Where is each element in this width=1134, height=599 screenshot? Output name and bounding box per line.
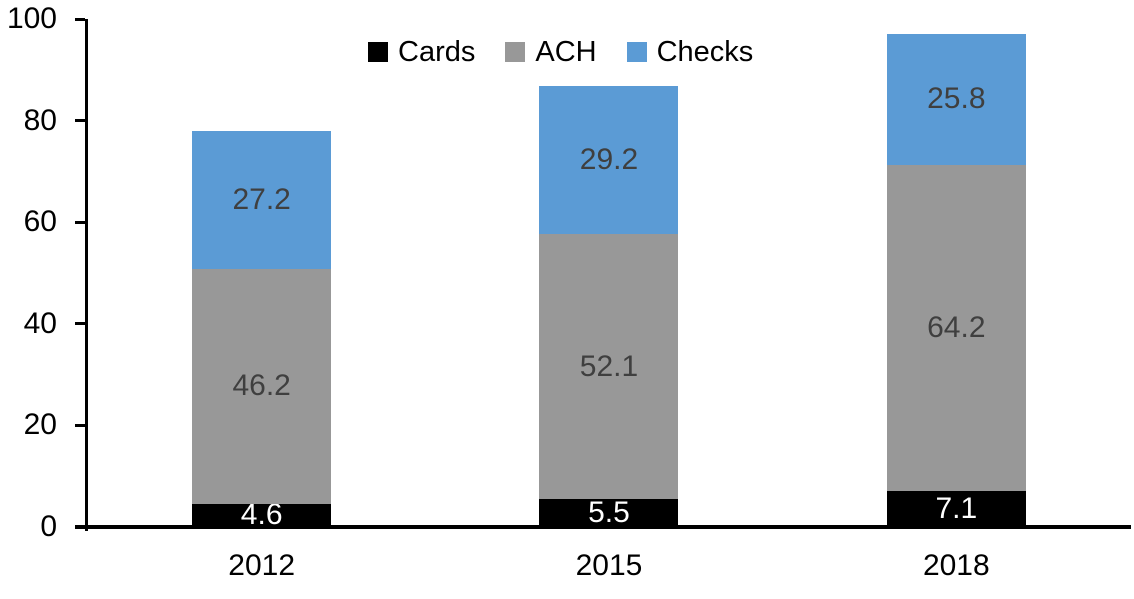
y-axis-tick [75,322,85,326]
legend-swatch-icon [368,42,388,62]
legend-swatch-icon [505,42,526,62]
data-label-ach-2018: 64.2 [927,310,986,344]
bar-segment-ach-2012: 46.2 [192,268,332,504]
bar-segment-ach-2015: 52.1 [539,234,679,500]
legend-label: Cards [398,36,476,68]
bar-segment-cards-2012: 4.6 [192,500,332,530]
legend-item-checks: Checks [626,36,754,68]
y-axis-tick-label: 20 [23,408,57,442]
bar-segment-ach-2018: 64.2 [886,164,1026,491]
stacked-bar-2015: 5.5 52.1 29.2 [539,86,679,530]
y-axis-tick [75,119,85,123]
x-axis-line [75,525,1131,529]
data-label-cards-2012: 4.6 [240,498,283,532]
bar-segment-cards-2018: 7.1 [886,490,1026,527]
data-label-checks-2012: 27.2 [232,182,291,216]
y-axis-tick [75,525,85,529]
data-label-ach-2012: 46.2 [232,369,291,403]
y-axis-tick-label: 100 [6,2,57,35]
legend-swatch-icon [626,42,647,62]
x-labels: 2012 2015 2018 [88,551,1130,581]
y-axis-tick [75,220,85,224]
plot-area: 4.6 46.2 27.2 5.5 52.1 29.2 7.1 64.2 25.8 0 20 40 6… [7,4,1131,542]
bar-segment-checks-2012: 27.2 [192,130,332,269]
legend-label: ACH [535,36,597,68]
category-cell: 4.6 46.2 27.2 [88,19,435,530]
bar-segment-checks-2015: 29.2 [539,86,679,235]
y-axis-tick-label: 60 [23,205,57,239]
legend: Cards ACH Checks [368,36,753,68]
stacked-bar-2012: 4.6 46.2 27.2 [192,130,332,530]
legend-item-ach: ACH [505,36,597,68]
data-label-checks-2018: 25.8 [927,82,986,116]
data-label-cards-2018: 7.1 [935,491,978,525]
y-axis-tick-label: 80 [23,103,57,137]
data-label-ach-2015: 52.1 [579,349,639,383]
category-cell: 7.1 64.2 25.8 [783,19,1130,527]
y-axis-tick-label: 0 [40,510,57,543]
legend-label: Checks [656,36,754,68]
x-axis-label-2012: 2012 [228,549,296,582]
legend-item-cards: Cards [368,36,475,68]
category-cell: 5.5 52.1 29.2 [435,19,782,530]
y-axis-tick-label: 40 [23,306,57,340]
y-axis-tick [75,17,85,21]
x-axis-label-2015: 2015 [575,549,643,582]
data-label-cards-2015: 5.5 [588,496,630,530]
y-axis-line [85,19,88,531]
data-label-checks-2015: 29.2 [579,143,639,177]
bars: 4.6 46.2 27.2 5.5 52.1 29.2 7.1 64.2 25.8 [88,19,1130,530]
y-axis-tick [75,423,85,427]
bar-segment-cards-2015: 5.5 [539,496,679,530]
x-axis-label-2018: 2018 [922,549,990,582]
bar-segment-checks-2018: 25.8 [886,33,1026,165]
stacked-bar-2018: 7.1 64.2 25.8 [886,33,1026,527]
